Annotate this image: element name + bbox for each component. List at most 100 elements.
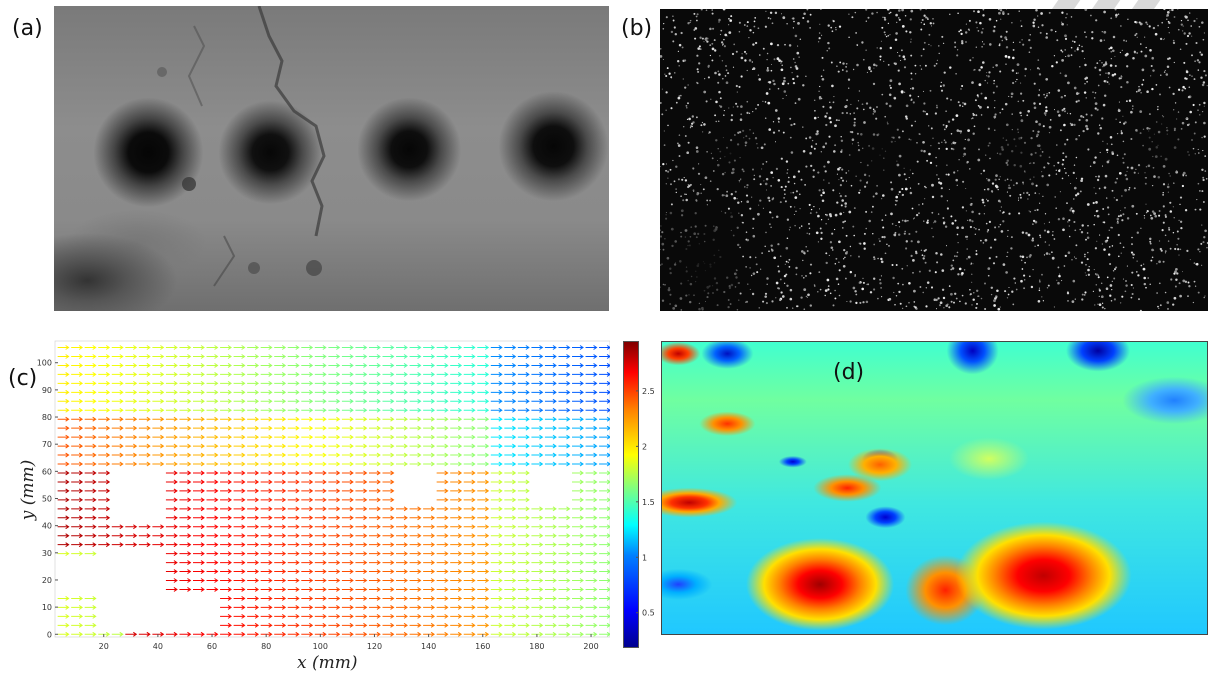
quiver-arrow	[409, 407, 422, 413]
quiver-arrow	[84, 452, 97, 458]
speckle-dot	[1130, 166, 1134, 170]
speckle-dot	[905, 305, 908, 308]
quiver-arrow	[355, 515, 368, 521]
quiver-arrow	[314, 443, 327, 449]
speckle-dot	[745, 231, 748, 233]
speckle-dot	[893, 62, 895, 64]
quiver-arrow	[382, 578, 395, 583]
speckle-dot	[1007, 293, 1010, 296]
speckle-dot	[728, 107, 730, 109]
speckle-dot	[872, 233, 874, 235]
speckle-dot	[679, 94, 682, 97]
speckle-dot	[766, 67, 769, 69]
speckle-dot	[951, 222, 954, 225]
quiver-arrow	[341, 398, 354, 404]
speckle-dot	[838, 25, 842, 28]
speckle-dot	[940, 187, 943, 190]
speckle-dot	[832, 249, 834, 251]
quiver-arrow	[165, 569, 178, 574]
quiver-arrow	[368, 470, 381, 476]
speckle-dot	[1202, 38, 1205, 41]
speckle-dot	[802, 259, 804, 262]
speckle-dot	[688, 294, 690, 296]
speckle-dot	[780, 157, 783, 160]
speckle-dot	[1130, 283, 1133, 287]
quiver-arrow	[314, 371, 327, 377]
speckle-dot	[1048, 221, 1051, 223]
speckle-dot	[975, 253, 978, 256]
quiver-arrow	[396, 371, 408, 377]
speckle-dot	[1072, 212, 1074, 215]
quiver-arrow	[368, 407, 381, 413]
speckle-dot	[894, 97, 896, 100]
quiver-arrow	[274, 461, 287, 467]
speckle-dot	[980, 297, 983, 300]
speckle-dot	[1059, 273, 1061, 275]
speckle-dot	[670, 30, 674, 34]
speckle-dot	[755, 107, 757, 110]
speckle-dot	[1056, 39, 1059, 42]
speckle-dot	[822, 189, 824, 191]
speckle-dot	[817, 171, 820, 174]
quiver-arrow	[450, 587, 463, 592]
quiver-arrow	[152, 407, 165, 413]
speckle-dot	[708, 131, 711, 134]
speckle-dot	[873, 110, 876, 113]
speckle-dot	[1140, 264, 1143, 267]
quiver-arrow	[436, 596, 449, 601]
speckle-dot	[1201, 168, 1204, 172]
quiver-arrow	[544, 622, 557, 628]
quiver-arrow	[138, 354, 151, 359]
speckle-dot	[983, 213, 985, 215]
quiver-arrow	[71, 443, 84, 449]
speckle-dot	[1064, 172, 1067, 174]
quiver-arrow	[274, 380, 287, 386]
speckle-dot	[1109, 64, 1113, 67]
speckle-dot	[763, 143, 766, 146]
speckle-dot	[1038, 68, 1041, 70]
quiver-arrow	[382, 524, 395, 530]
speckle-dot	[749, 129, 751, 131]
speckle-dot	[1167, 26, 1169, 28]
speckle-dot	[956, 129, 960, 132]
quiver-arrow	[599, 542, 610, 548]
quiver-arrow	[220, 587, 232, 592]
speckle-dot	[1040, 148, 1042, 150]
quiver-arrow	[220, 407, 232, 413]
speckle-dot	[1123, 153, 1126, 155]
speckle-dot	[993, 115, 997, 119]
quiver-arrow	[314, 587, 327, 592]
quiver-arrow	[57, 398, 70, 404]
speckle-dot	[1099, 39, 1103, 42]
speckle-dot	[788, 258, 791, 261]
speckle-dot	[1149, 48, 1152, 52]
speckle-dot	[684, 59, 687, 62]
speckle-dot	[923, 150, 926, 153]
quiver-arrow	[206, 560, 219, 566]
quiver-arrow	[314, 380, 327, 386]
speckle-dot	[735, 84, 738, 88]
quiver-arrow	[544, 363, 557, 368]
speckle-dot	[795, 67, 799, 70]
colorbar	[623, 341, 639, 648]
speckle-dot	[1203, 135, 1206, 138]
speckle-dot	[889, 84, 891, 87]
quiver-arrow	[152, 380, 165, 386]
speckle-dot	[896, 163, 900, 167]
speckle-dot	[835, 119, 838, 122]
speckle-dot	[744, 141, 748, 144]
speckle-dot	[766, 58, 768, 61]
speckle-dot	[998, 9, 1000, 11]
speckle-dot	[1006, 235, 1009, 237]
speckle-dot	[889, 79, 893, 83]
speckle-dot	[799, 208, 801, 210]
quiver-arrow	[531, 613, 544, 619]
quiver-arrow	[71, 479, 84, 485]
speckle-dot	[1078, 134, 1080, 137]
speckle-dot	[999, 9, 1003, 12]
speckle-dot	[706, 150, 708, 153]
quiver-arrow	[71, 497, 84, 503]
speckle-dot	[910, 240, 913, 243]
quiver-arrow	[328, 560, 341, 566]
speckle-dot	[664, 238, 666, 240]
